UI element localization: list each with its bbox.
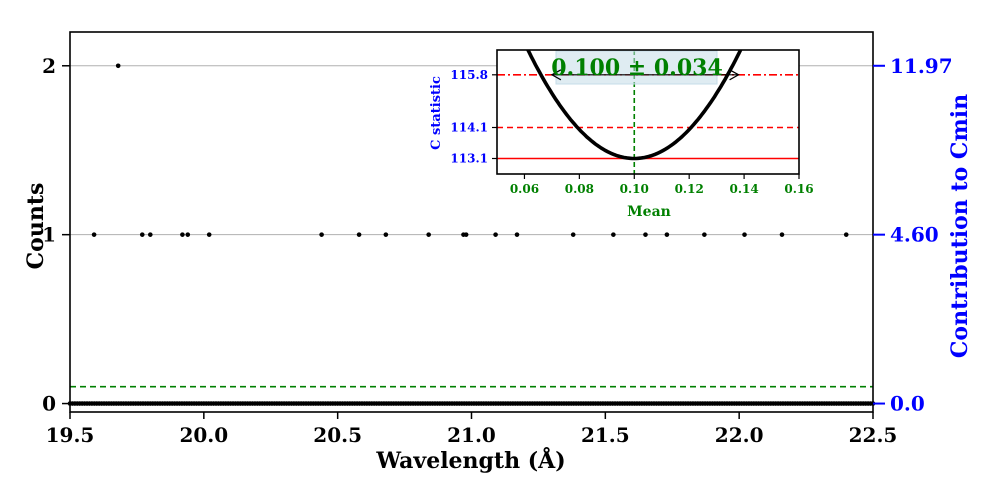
- data-point-1: [383, 232, 389, 237]
- data-point-1: [611, 232, 616, 237]
- main-right-axis-label: Contribution to Cmin: [947, 94, 973, 358]
- interval-annotation: 0.100 ± 0.034: [551, 55, 723, 81]
- data-point-1: [643, 232, 648, 237]
- x-tick-label: 20.0: [179, 423, 228, 447]
- data-point-1: [843, 232, 849, 237]
- inset-x-tick-label: 0.06: [510, 182, 539, 196]
- inset-y-ticks: 113.1 114.1 115.8: [450, 68, 497, 166]
- inset-x-ticks: 0.06 0.08 0.10 0.12 0.14 0.16: [510, 174, 814, 196]
- data-point-1: [664, 232, 670, 237]
- inset-y-tick-label: 113.1: [450, 152, 488, 166]
- inset-x-tick-label: 0.14: [729, 182, 758, 196]
- data-point-1: [702, 232, 707, 237]
- y-tick-label: 2: [42, 54, 56, 78]
- inset-y-axis-label: C statistic: [429, 76, 444, 150]
- data-point-1: [570, 232, 576, 237]
- x-tick-label: 21.0: [447, 423, 496, 447]
- right-tick-label: 0.0: [890, 392, 925, 416]
- inset-y-tick-label: 115.8: [450, 68, 488, 82]
- data-point-1: [91, 232, 97, 237]
- right-tick-label: 11.97: [890, 54, 953, 78]
- y-tick-label: 0: [42, 392, 56, 416]
- data-point-1: [463, 232, 469, 237]
- data-point-1: [779, 232, 785, 237]
- data-point-1: [319, 232, 324, 237]
- data-point-2: [115, 63, 121, 69]
- data-point-1: [514, 232, 520, 237]
- main-y-axis-label: Counts: [23, 183, 49, 270]
- data-point-1: [185, 232, 191, 237]
- arrow-right-head: [729, 69, 740, 81]
- inset-x-axis-label: Mean: [627, 204, 671, 220]
- right-tick-label: 4.60: [890, 223, 939, 247]
- interval-arrows: [550, 69, 740, 81]
- data-point-1: [139, 232, 145, 237]
- inset-x-tick-label: 0.12: [675, 182, 704, 196]
- inset-x-tick-label: 0.08: [565, 182, 594, 196]
- inset-plot-frame: [496, 49, 800, 175]
- data-point-1: [148, 232, 153, 237]
- x-tick-label: 20.5: [313, 423, 362, 447]
- data-point-1: [356, 232, 362, 237]
- data-point-1: [180, 232, 185, 237]
- data-point-1: [206, 232, 212, 237]
- x-tick-label: 21.5: [581, 423, 630, 447]
- inset-y-tick-label: 114.1: [450, 121, 488, 135]
- data-point-1: [742, 232, 747, 237]
- c-statistic-curve: [525, 50, 743, 161]
- x-tick-label: 19.5: [46, 423, 95, 447]
- annotation-box: [555, 50, 718, 85]
- inset-x-tick-label: 0.10: [620, 182, 649, 196]
- main-x-ticks: 19.5 20.0 20.5 21.0 21.5 22.0 22.5: [46, 412, 898, 447]
- main-y-ticks: 0 1 2: [42, 54, 70, 416]
- x-tick-label: 22.0: [715, 423, 764, 447]
- main-data-points: [67, 63, 876, 406]
- arrow-left-head: [550, 69, 562, 81]
- main-chart: 19.5 20.0 20.5 21.0 21.5 22.0 22.5 0 1 2 0.0 4.60…: [23, 31, 973, 474]
- main-x-axis-label: Wavelength (Å): [375, 447, 565, 474]
- main-right-ticks: 0.0 4.60 11.97: [873, 54, 953, 416]
- y-tick-label: 1: [42, 223, 56, 247]
- data-point-1: [493, 232, 498, 237]
- x-tick-label: 22.5: [849, 423, 898, 447]
- inset-chart: 0.100 ± 0.034 0.06 0.08 0.10 0.12 0.14 0.16 1…: [429, 49, 814, 220]
- inset-x-tick-label: 0.16: [784, 182, 813, 196]
- data-point-1: [426, 232, 431, 237]
